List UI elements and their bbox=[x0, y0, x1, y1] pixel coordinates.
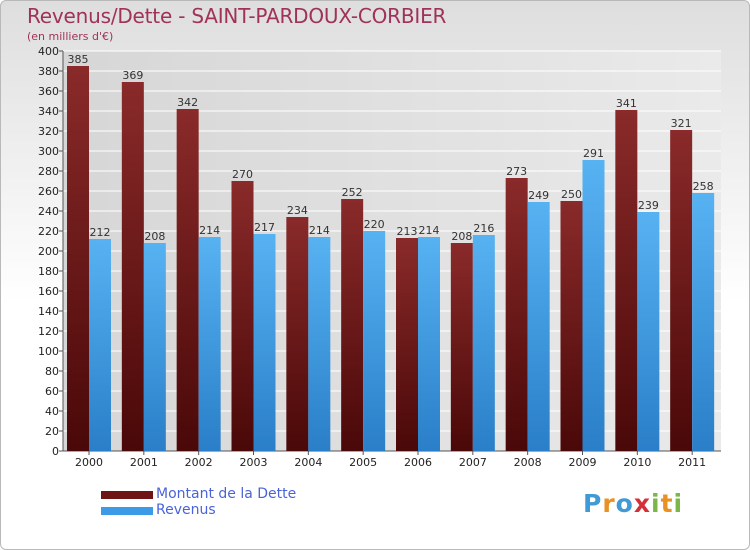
bar-dette bbox=[450, 243, 473, 451]
data-label: 291 bbox=[583, 147, 604, 160]
y-tick-label: 320 bbox=[38, 125, 59, 138]
x-tick-label: 2000 bbox=[75, 456, 103, 469]
legend-swatch-revenus bbox=[101, 507, 153, 515]
y-tick-label: 400 bbox=[38, 45, 59, 58]
logo-letter: t bbox=[660, 489, 674, 518]
y-tick-label: 60 bbox=[45, 385, 59, 398]
data-label: 214 bbox=[419, 224, 440, 237]
y-tick-label: 220 bbox=[38, 225, 59, 238]
data-label: 217 bbox=[254, 221, 275, 234]
data-label: 212 bbox=[90, 226, 111, 239]
data-label: 216 bbox=[473, 222, 494, 235]
bar-revenus bbox=[527, 202, 550, 451]
x-tick-label: 2001 bbox=[130, 456, 158, 469]
bar-revenus bbox=[143, 243, 166, 451]
logo-letter: P bbox=[583, 489, 603, 518]
bar-dette bbox=[121, 82, 144, 451]
data-label: 258 bbox=[693, 180, 714, 193]
y-tick-label: 280 bbox=[38, 165, 59, 178]
data-label: 214 bbox=[199, 224, 220, 237]
y-tick-label: 140 bbox=[38, 305, 59, 318]
bar-revenus bbox=[418, 237, 440, 451]
data-label: 273 bbox=[506, 165, 527, 178]
bar-dette bbox=[176, 109, 199, 451]
x-tick-label: 2008 bbox=[514, 456, 542, 469]
legend-swatch-dette bbox=[101, 491, 153, 499]
logo-letter: r bbox=[602, 489, 616, 518]
bar-revenus bbox=[582, 160, 605, 451]
chart-subtitle: (en milliers d'€) bbox=[27, 30, 114, 43]
legend-label-dette: Montant de la Dette bbox=[156, 486, 297, 502]
x-tick-label: 2003 bbox=[240, 456, 268, 469]
bar-revenus bbox=[253, 234, 276, 451]
bar-revenus bbox=[637, 212, 660, 451]
bar-dette bbox=[560, 201, 583, 451]
bar-dette bbox=[67, 66, 89, 451]
bar-revenus bbox=[89, 239, 111, 451]
chart-title: Revenus/Dette - SAINT-PARDOUX-CORBIER bbox=[27, 4, 447, 28]
proxiti-logo: Proxiti bbox=[583, 489, 683, 518]
y-tick-label: 200 bbox=[38, 245, 59, 258]
data-label: 208 bbox=[144, 230, 165, 243]
bar-dette bbox=[505, 178, 528, 451]
y-tick-label: 360 bbox=[38, 85, 59, 98]
x-tick-label: 2006 bbox=[404, 456, 432, 469]
legend-label-revenus: Revenus bbox=[156, 502, 216, 518]
data-label: 234 bbox=[287, 204, 308, 217]
bar-revenus bbox=[363, 231, 386, 451]
y-tick-label: 240 bbox=[38, 205, 59, 218]
y-tick-label: 300 bbox=[38, 145, 59, 158]
x-tick-label: 2007 bbox=[459, 456, 487, 469]
logo-letter: i bbox=[651, 489, 661, 518]
y-tick-label: 340 bbox=[38, 105, 59, 118]
bar-revenus bbox=[472, 235, 495, 451]
data-label: 321 bbox=[671, 117, 692, 130]
bar-dette bbox=[231, 181, 254, 451]
bar-dette bbox=[396, 238, 418, 451]
data-label: 239 bbox=[638, 199, 659, 212]
x-tick-label: 2009 bbox=[569, 456, 597, 469]
data-label: 250 bbox=[561, 188, 582, 201]
bar-dette bbox=[341, 199, 364, 451]
y-tick-label: 100 bbox=[38, 345, 59, 358]
data-label: 385 bbox=[68, 53, 89, 66]
y-tick-label: 180 bbox=[38, 265, 59, 278]
bar-revenus bbox=[692, 193, 715, 451]
bar-dette bbox=[615, 110, 638, 451]
x-tick-label: 2002 bbox=[185, 456, 213, 469]
y-tick-label: 160 bbox=[38, 285, 59, 298]
x-tick-label: 2004 bbox=[294, 456, 322, 469]
y-tick-label: 380 bbox=[38, 65, 59, 78]
bar-revenus bbox=[308, 237, 331, 451]
logo-letter: o bbox=[615, 489, 634, 518]
y-tick-label: 20 bbox=[45, 425, 59, 438]
bar-dette bbox=[670, 130, 693, 451]
y-tick-label: 0 bbox=[52, 445, 59, 458]
y-tick-label: 80 bbox=[45, 365, 59, 378]
data-label: 342 bbox=[177, 96, 198, 109]
data-label: 208 bbox=[451, 230, 472, 243]
y-tick-label: 40 bbox=[45, 405, 59, 418]
data-label: 341 bbox=[616, 97, 637, 110]
logo-letter: x bbox=[633, 489, 651, 518]
data-label: 220 bbox=[364, 218, 385, 231]
x-tick-label: 2010 bbox=[623, 456, 651, 469]
bar-revenus bbox=[198, 237, 221, 451]
x-tick-label: 2011 bbox=[678, 456, 706, 469]
data-label: 369 bbox=[122, 69, 143, 82]
x-tick-label: 2005 bbox=[349, 456, 377, 469]
bar-dette bbox=[286, 217, 309, 451]
data-label: 213 bbox=[397, 225, 418, 238]
y-tick-label: 120 bbox=[38, 325, 59, 338]
data-label: 270 bbox=[232, 168, 253, 181]
logo-letter: i bbox=[673, 489, 684, 518]
data-label: 214 bbox=[309, 224, 330, 237]
data-label: 252 bbox=[342, 186, 363, 199]
data-label: 249 bbox=[528, 189, 549, 202]
y-tick-label: 260 bbox=[38, 185, 59, 198]
